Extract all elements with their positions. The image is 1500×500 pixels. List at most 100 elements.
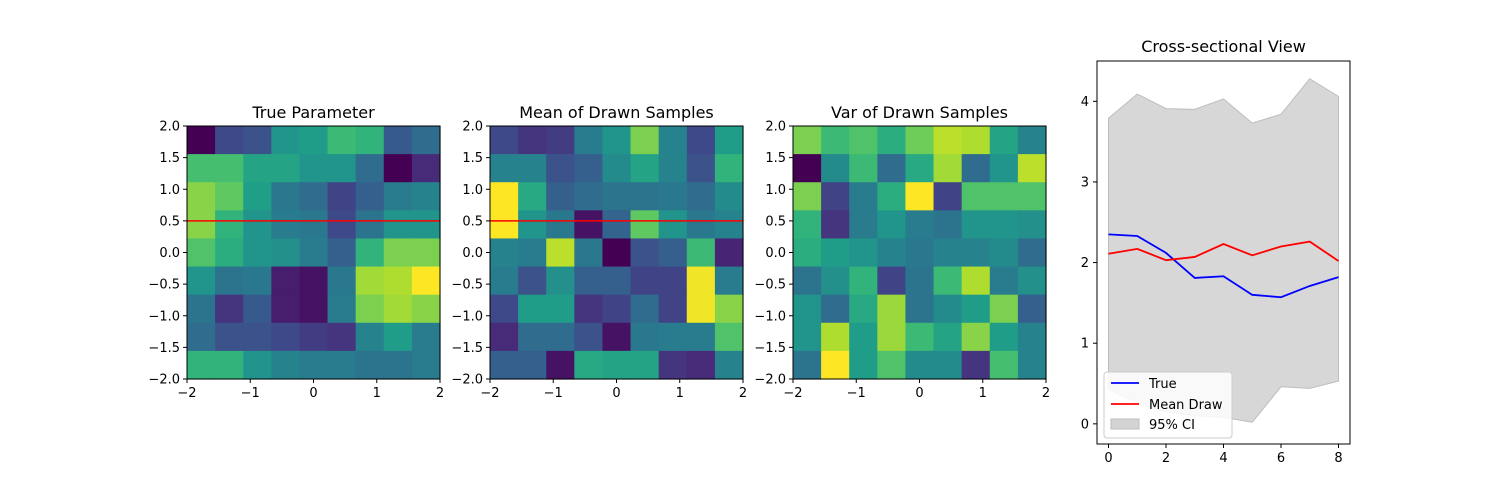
heatmap-cell [933,350,963,380]
heatmap-cell [877,350,907,380]
heatmap-cell [658,294,688,324]
heatmap-cell [933,126,963,155]
heatmap-cell [602,154,632,183]
heatmap-cell [933,322,963,352]
heatmap-cell [383,294,413,324]
y-tick-label: −1.0 [148,309,180,324]
y-tick-label: 0.5 [765,214,786,229]
heatmap-cells [490,126,744,380]
heatmap-cell [490,238,519,268]
heatmap-cell [518,294,547,324]
heatmap-cell [215,294,244,324]
legend-label-true: True [1148,377,1177,392]
heatmap-cell [961,238,991,268]
heatmap-cell [383,182,413,211]
heatmap-cell [793,350,822,380]
y-tick-label: 0.0 [765,246,786,261]
heatmap-cell [821,322,850,352]
heatmap-cell [602,266,632,296]
x-ticks: −2 −1 0 1 2 [177,379,444,401]
heatmap-cell [299,350,329,380]
series-line-mean-draw [1108,240,1340,262]
heatmap-cell [271,210,301,240]
heatmap-cell [821,350,850,380]
heatmap-cell [299,266,329,296]
heatmap-cell [714,154,744,183]
y-tick-label: −0.5 [148,278,180,293]
heatmap-cell [1017,210,1047,240]
heatmap-cell [271,238,301,268]
heatmap-cell [187,210,216,240]
heatmap-cell [877,210,907,240]
heatmap-cell [714,266,744,296]
heatmap-cell [355,266,385,296]
heatmap-cell [961,210,991,240]
heatmap-cell [490,154,519,183]
heatmap-cell [1017,182,1047,211]
heatmap-cell [518,210,547,240]
heatmap-cell [630,210,660,240]
x-ticks: 0 2 4 6 8 [1104,444,1343,466]
heatmap-cell [821,210,850,240]
heatmap-cell [658,210,688,240]
heatmap-cell [327,210,357,240]
heatmap-cell [686,350,716,380]
x-ticks: −2 −1 0 1 2 [480,379,747,401]
x-tick-label: 2 [436,386,444,401]
heatmap-cell [686,126,716,155]
heatmap-cell [933,266,963,296]
x-tick-label: −1 [544,386,563,401]
heatmap-cell [383,126,413,155]
y-tick-label: 2.0 [462,120,483,135]
heatmap-cell [849,238,878,268]
heatmap-cell [961,294,991,324]
heatmap-cell [299,126,329,155]
heatmap-cell [383,350,413,380]
heatmap-cell [518,126,547,155]
heatmap-cell [877,294,907,324]
heatmap-cell [299,154,329,183]
panel-title: Var of Drawn Samples [831,103,1008,122]
heatmap-cell [187,266,216,296]
heatmap-cell [187,154,216,183]
heatmap-cell [1017,294,1047,324]
heatmap-cell [821,154,850,183]
heatmap-cell [821,126,850,155]
heatmap-cell [630,350,660,380]
heatmap-cell [187,350,216,380]
heatmap-cell [383,238,413,268]
heatmap-cell [1017,238,1047,268]
x-tick-label: 1 [676,386,684,401]
heatmap-cell [574,322,604,352]
legend: True Mean Draw 95% CI [1103,371,1233,439]
heatmap-cell [187,294,216,324]
heatmap-cell [327,266,357,296]
heatmap-cell [327,182,357,211]
x-tick-label: 0 [915,386,923,401]
heatmap-cell [602,350,632,380]
heatmap-cell [602,322,632,352]
heatmap-cell [961,266,991,296]
heatmap-cell [243,238,272,268]
heatmap-cell [327,294,357,324]
y-ticks: −2.0 −1.5 −1.0 −0.5 0.0 0.5 1.0 1.5 2.0 [754,120,793,388]
y-tick-label: 0.0 [159,246,180,261]
heatmap-cell [243,266,272,296]
heatmap-cell [243,210,272,240]
heatmap-cell [602,126,632,155]
heatmap-cell [658,154,688,183]
heatmap-cell [490,294,519,324]
heatmap-cell [574,126,604,155]
y-tick-label: −0.5 [451,278,483,293]
heatmap-cell [989,294,1019,324]
heatmap-cell [1017,266,1047,296]
heatmap-cell [602,294,632,324]
heatmap-cell [243,182,272,211]
y-tick-label: −2.0 [148,373,180,388]
x-tick-label: −1 [241,386,260,401]
heatmap-cell [933,238,963,268]
heatmap-cell [905,294,935,324]
heatmap-cell [574,154,604,183]
y-tick-label: 1.5 [462,151,483,166]
heatmap-cell [546,294,575,324]
